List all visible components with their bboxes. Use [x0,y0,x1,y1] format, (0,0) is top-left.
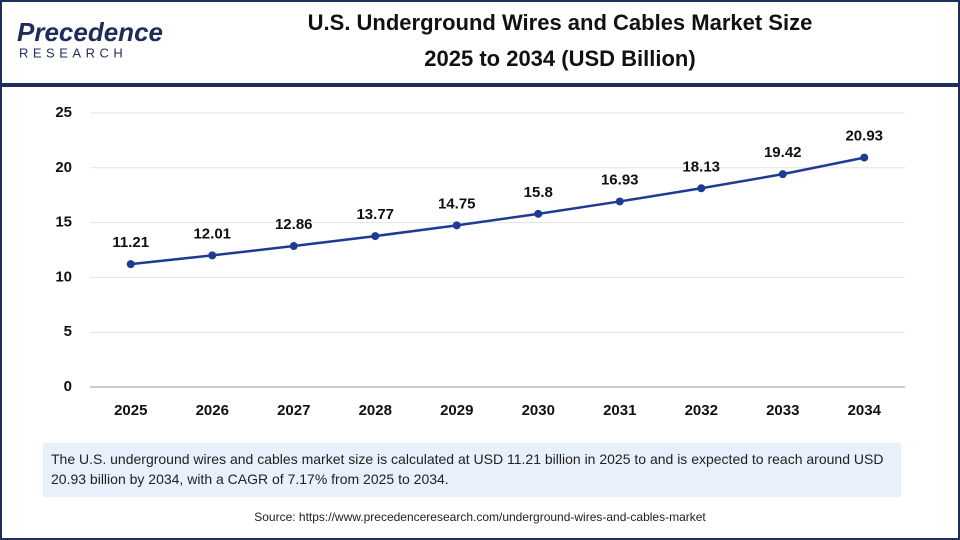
y-tick-label: 25 [55,104,72,121]
marker [289,242,298,251]
marker [371,232,380,241]
data-label: 19.42 [764,144,802,161]
y-tick-label: 10 [55,268,72,285]
x-tick-label: 2034 [848,402,882,419]
marker [208,251,217,260]
x-tick-label: 2033 [766,402,799,419]
data-label: 20.93 [845,128,883,145]
marker [615,197,624,206]
data-label: 18.13 [682,158,720,175]
data-label: 14.75 [438,195,476,212]
x-tick-label: 2025 [114,402,147,419]
marker [860,153,869,162]
y-tick-label: 5 [64,323,72,340]
marker [534,209,543,218]
data-label: 12.01 [193,225,231,242]
x-tick-label: 2028 [359,402,392,419]
marker [452,221,461,230]
marker [778,170,787,179]
logo-name: Precedence [17,17,163,47]
x-tick-label: 2030 [522,402,555,419]
x-tick-label: 2027 [277,402,310,419]
data-label: 12.86 [275,216,313,233]
data-label: 16.93 [601,171,639,188]
description: The U.S. underground wires and cables ma… [43,443,901,497]
x-tick-label: 2032 [685,402,718,419]
line [130,156,865,266]
x-tick-label: 2031 [603,402,636,419]
logo-sub: RESEARCH [19,45,127,60]
y-tick-label: 20 [55,159,72,176]
x-tick-label: 2029 [440,402,473,419]
chart-subtitle: 2025 to 2034 (USD Billion) [424,46,695,71]
data-label: 15.8 [524,184,553,201]
header-rule [0,83,960,87]
marker [126,260,135,269]
y-tick-label: 15 [55,214,72,231]
x-tick-label: 2026 [196,402,229,419]
chart-title: U.S. Underground Wires and Cables Market… [308,10,813,35]
data-label: 13.77 [356,206,394,223]
source: Source: https://www.precedenceresearch.c… [254,510,706,524]
y-tick-label: 0 [64,378,72,395]
marker [697,184,706,193]
data-label: 11.21 [112,234,149,251]
